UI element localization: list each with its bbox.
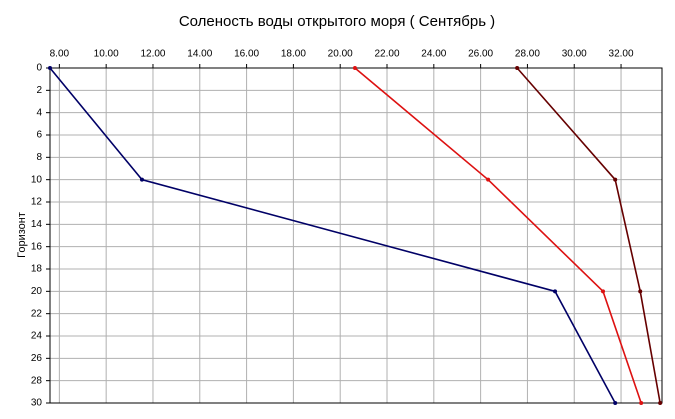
- point: [658, 401, 663, 405]
- series-line: [516, 67, 661, 404]
- x-tick-label: 32.00: [609, 49, 634, 60]
- y-tick-label: 28: [31, 375, 43, 386]
- x-tick-label: 12.00: [140, 49, 165, 60]
- chart-title: Соленость воды открытого моря ( Сентябрь…: [179, 13, 495, 30]
- point: [352, 66, 357, 70]
- y-tick-label: 2: [36, 85, 42, 96]
- y-tick-label: 20: [31, 286, 43, 297]
- x-tick-label: 10.00: [94, 49, 119, 60]
- y-tick-label: 8: [36, 152, 42, 163]
- plot-frame: [49, 67, 663, 404]
- x-tick-label: 28.00: [515, 49, 540, 60]
- y-tick-label: 26: [31, 353, 43, 364]
- y-tick-label: 18: [31, 264, 43, 275]
- y-tick-label: 30: [31, 398, 43, 409]
- x-tick-label: 8.00: [50, 49, 70, 60]
- y-tick-label: 10: [31, 174, 43, 185]
- x-tick-label: 26.00: [468, 49, 493, 60]
- point: [139, 177, 144, 182]
- x-tick-label: 20.00: [328, 49, 353, 60]
- y-tick-label: 16: [31, 241, 43, 252]
- y-tick-label: 6: [36, 130, 42, 141]
- point: [486, 177, 491, 182]
- point: [48, 66, 52, 70]
- series-line: [354, 67, 642, 404]
- point: [639, 401, 644, 405]
- point: [553, 289, 558, 294]
- x-tick-label: 18.00: [281, 49, 306, 60]
- y-axis-label: Горизонт: [16, 212, 28, 258]
- point: [638, 289, 643, 294]
- x-tick-label: 30.00: [562, 49, 587, 60]
- x-tick-label: 24.00: [421, 49, 446, 60]
- y-tick-label: 14: [31, 219, 43, 230]
- x-tick-label: 16.00: [234, 49, 259, 60]
- y-tick-label: 4: [36, 107, 42, 118]
- y-tick-label: 12: [31, 197, 43, 208]
- x-tick-label: 14.00: [187, 49, 212, 60]
- y-tick-label: 0: [36, 63, 42, 74]
- y-tick-label: 24: [31, 331, 43, 342]
- point: [613, 177, 618, 182]
- y-tick-label: 22: [31, 308, 43, 319]
- point: [515, 66, 520, 70]
- series-line: [49, 67, 616, 404]
- x-tick-label: 22.00: [374, 49, 399, 60]
- point: [613, 401, 618, 405]
- point: [601, 289, 606, 294]
